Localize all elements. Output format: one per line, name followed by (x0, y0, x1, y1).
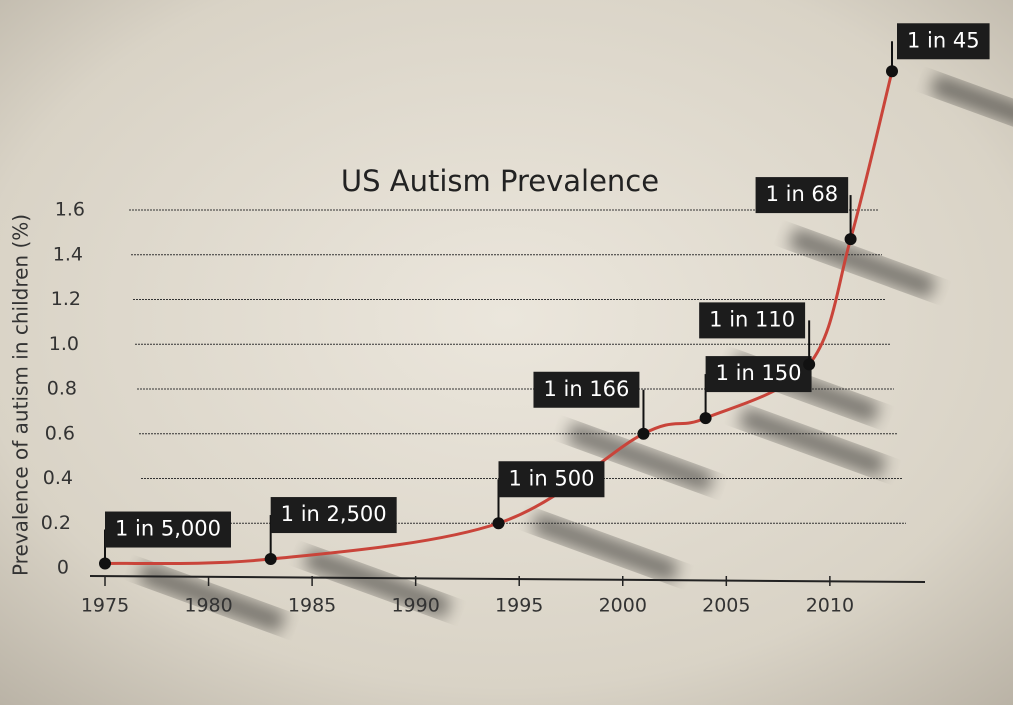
label-box (705, 356, 812, 393)
x-tick-label: 1985 (288, 595, 336, 617)
y-tick-label: 0.4 (43, 467, 73, 489)
chart-title: US Autism Prevalence (341, 164, 659, 198)
label-box (897, 23, 990, 60)
point (492, 517, 505, 530)
value-label: 1 in 166 (543, 377, 629, 401)
label-box (699, 302, 806, 339)
value-label: 1 in 45 (907, 28, 980, 52)
label-box (270, 497, 397, 534)
y-tick-label: 1.4 (53, 243, 83, 265)
label-box (105, 511, 231, 548)
x-tick-label: 2005 (702, 595, 750, 617)
point (99, 557, 111, 570)
shadow (738, 406, 887, 479)
point (637, 427, 650, 440)
x-tick-label: 1975 (81, 595, 129, 617)
x-tick-label: 2000 (599, 595, 647, 617)
value-label: 1 in 68 (766, 182, 839, 206)
x-tick-label: 1980 (184, 595, 232, 617)
label-box (498, 461, 605, 498)
point (699, 412, 712, 425)
y-tick-label: 1.2 (51, 288, 81, 310)
y-tick-label: 1.0 (49, 333, 79, 355)
shadow (788, 227, 937, 300)
label-box (755, 177, 849, 214)
shadow (565, 421, 715, 494)
value-label: 1 in 2,500 (281, 502, 387, 526)
x-tick-label: 1995 (495, 595, 543, 617)
x-axis (89, 575, 926, 583)
shadow (929, 73, 1013, 146)
y-tick-label: 0.8 (47, 378, 77, 400)
point (886, 65, 898, 78)
value-label: 1 in 500 (509, 466, 595, 490)
point (803, 358, 816, 371)
shadow (530, 511, 680, 584)
y-tick-label: 0.2 (41, 512, 71, 534)
y-tick-label: 0.6 (45, 422, 75, 444)
x-tick-label: 2010 (806, 595, 854, 617)
y-tick-label: 1.6 (55, 199, 85, 221)
y-axis-label: Prevalence of autism in children (%) (9, 214, 33, 576)
value-label: 1 in 150 (716, 361, 802, 385)
shadow (137, 561, 286, 634)
label-box (533, 371, 640, 408)
y-tick-label: 0 (57, 557, 69, 579)
shadow (303, 547, 452, 620)
point (844, 233, 857, 246)
value-label: 1 in 110 (709, 307, 795, 331)
value-label: 1 in 5,000 (115, 517, 221, 541)
point (264, 553, 277, 566)
data-line (104, 70, 894, 566)
x-tick-label: 1990 (391, 595, 439, 617)
